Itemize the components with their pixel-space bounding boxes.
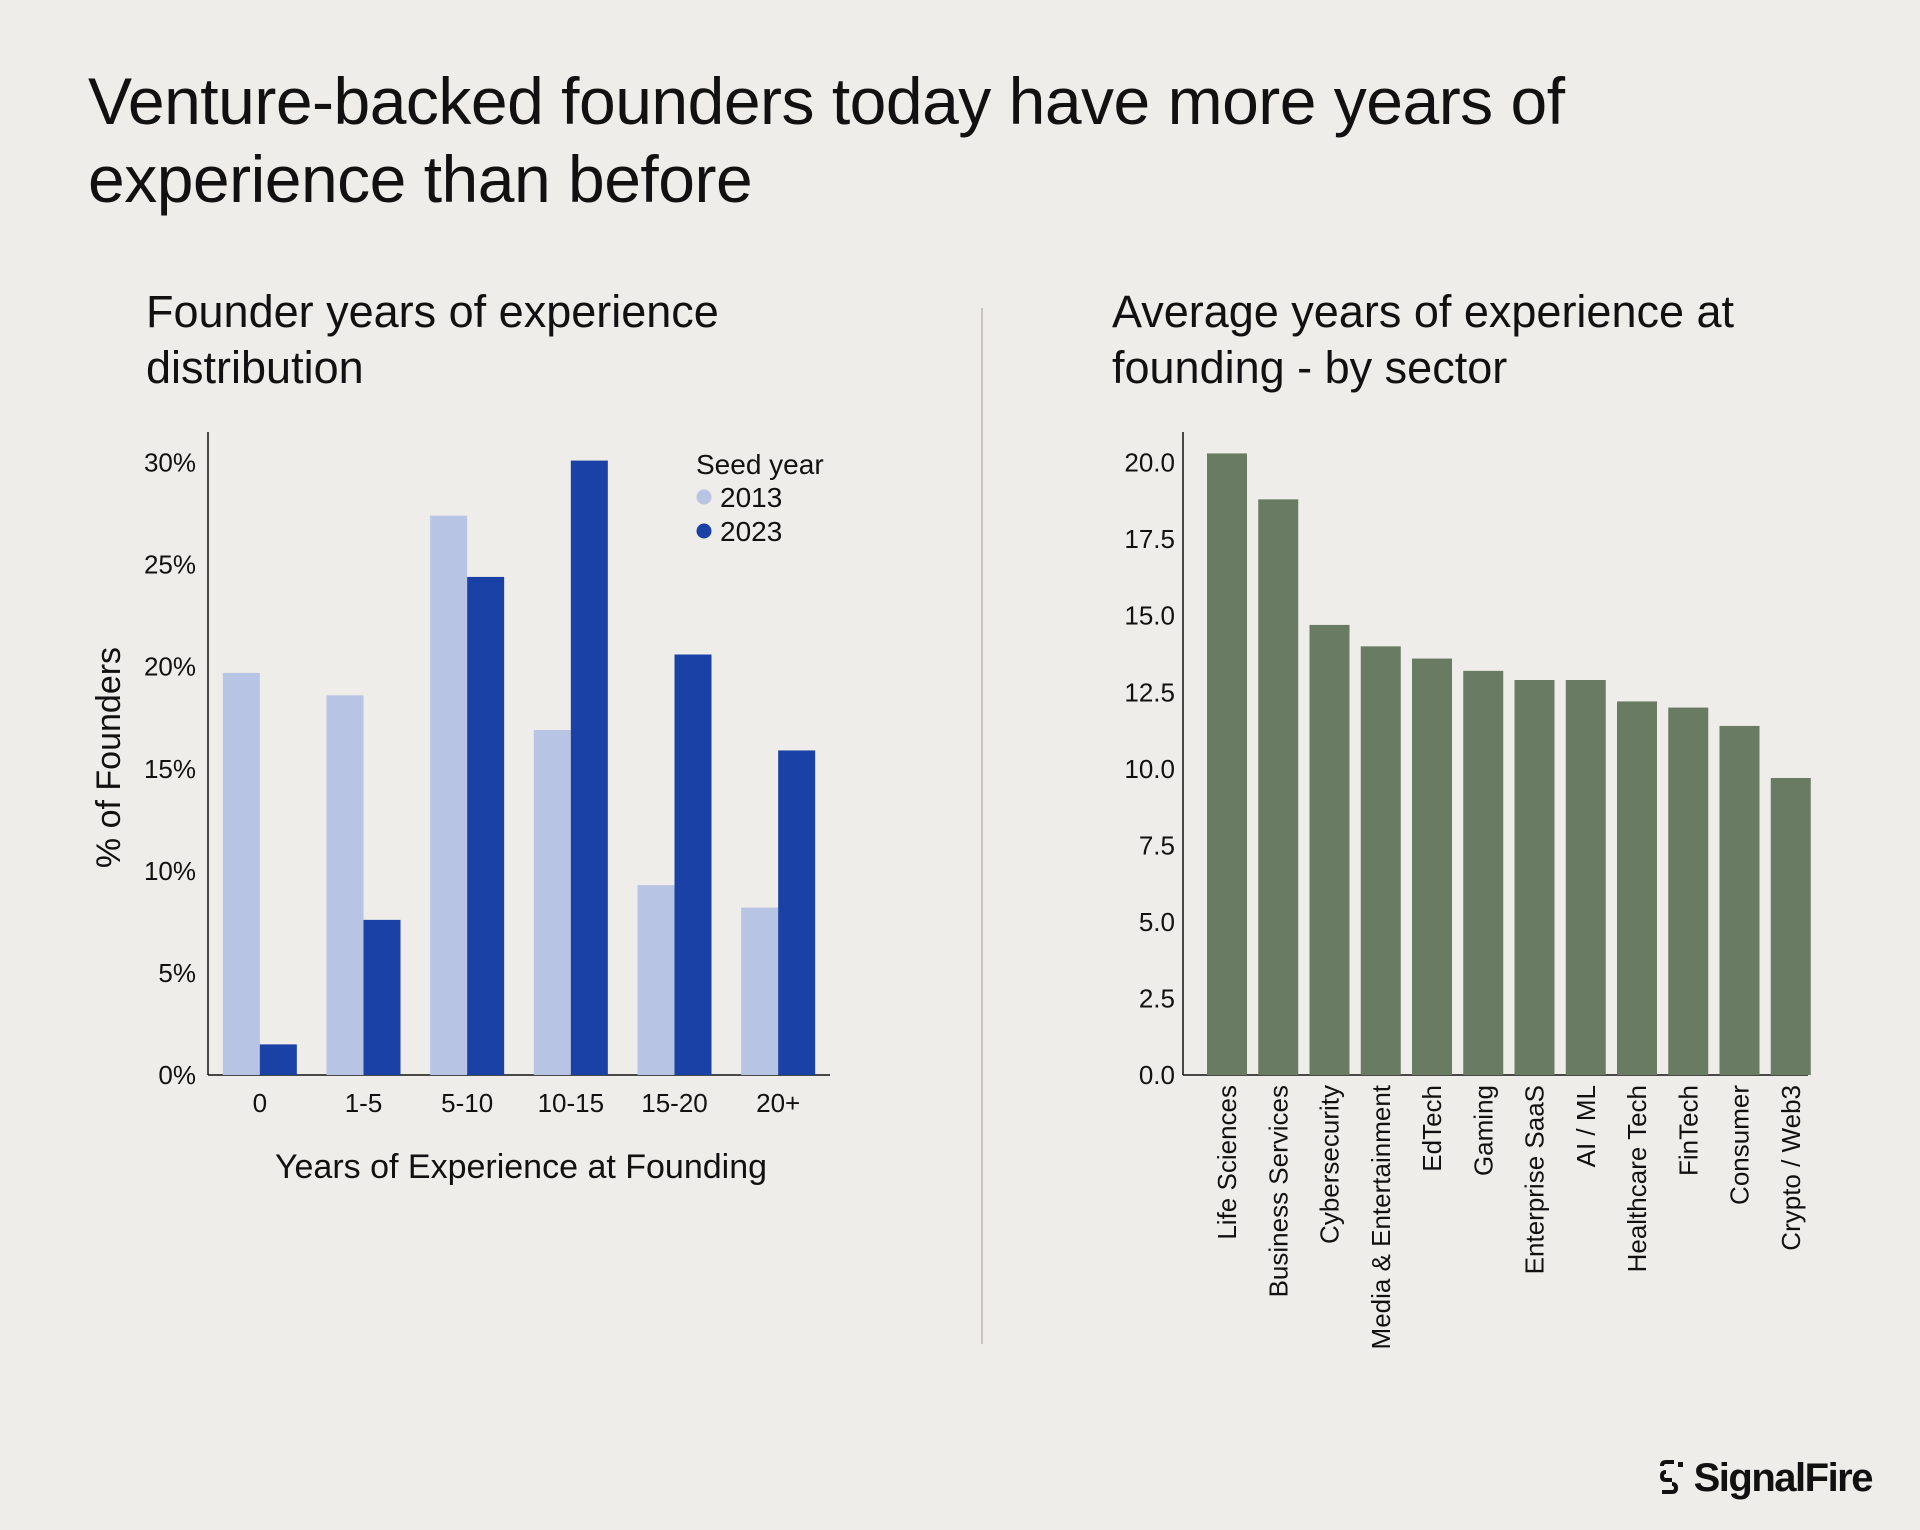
bar-2013-0 [222,672,260,1075]
chart-divider [981,308,983,1344]
x-tick-label: Life Sciences [1212,1085,1242,1240]
x-tick-label: FinTech [1673,1085,1703,1176]
bar-sector [1309,624,1350,1075]
x-axis-title: Years of Experience at Founding [275,1148,767,1186]
right-chart-title: Average years of experience at founding … [1112,286,1735,393]
y-tick-label: 0% [158,1060,196,1090]
y-tick-label: 20.0 [1124,448,1175,478]
x-tick-label: Media & Entertainment [1366,1084,1396,1349]
y-tick-label: 5.0 [1139,907,1175,937]
y-tick-label: 2.5 [1139,983,1175,1013]
bar-sector [1207,453,1247,1075]
y-tick-label: 17.5 [1124,524,1175,554]
brand-name: SignalFire [1693,1455,1874,1500]
page-title: Venture-backed founders today have more … [88,64,1565,216]
bar-sector [1258,499,1299,1075]
y-tick-label: 20% [144,652,196,682]
y-tick-label: 12.5 [1124,677,1175,707]
y-tick-label: 15% [144,754,196,784]
y-tick-label: 5% [158,958,196,988]
x-tick-label: Enterprise SaaS [1520,1085,1550,1274]
x-tick-label: Cybersecurity [1315,1085,1345,1244]
x-tick-label: Consumer [1725,1085,1755,1205]
bar-sector [1463,670,1504,1075]
bar-sector [1668,707,1709,1075]
brand-logo: SignalFire [1658,1454,1874,1502]
bar-2013-5-10 [430,515,468,1075]
x-tick-label: 10-15 [538,1088,605,1118]
x-tick-label: Business Services [1263,1085,1293,1297]
experience-distribution-chart: 0% 5% 10% 15% 20% 25% 30% 0 1-5 5-10 10-15 15-20 20+… [90,432,830,1186]
bar-2013-1-5 [326,695,364,1075]
left-chart-title: Founder years of experience distribution [146,286,719,393]
legend-title: Seed year [696,449,824,480]
bar-2023-10-15 [570,460,608,1076]
bar-2023-0 [259,1044,297,1075]
bar-2013-15-20 [637,885,675,1075]
signalfire-logo-icon [1658,1460,1688,1496]
x-tick-label: Healthcare Tech [1622,1085,1652,1272]
y-tick-label: 0.0 [1139,1060,1175,1090]
legend-label-2023: 2023 [720,516,782,547]
x-tick-label: AI / ML [1571,1085,1601,1167]
bar-sector [1770,777,1811,1075]
y-tick-label: 7.5 [1139,830,1175,860]
y-tick-label: 25% [144,550,196,580]
legend-marker-2013 [696,489,712,505]
y-axis-title: % of Founders [90,647,128,868]
x-tick-label: Crypto / Web3 [1776,1085,1806,1251]
x-tick-label: EdTech [1417,1085,1447,1172]
bar-2013-10-15 [533,730,571,1075]
legend-label-2013: 2013 [720,482,782,513]
bar-2023-20+ [778,750,816,1075]
bar-sector [1360,646,1401,1075]
y-tick-label: 10% [144,856,196,886]
x-tick-label: 0 [253,1088,267,1118]
y-tick-label: 30% [144,448,196,478]
y-tick-label: 10.0 [1124,754,1175,784]
bar-2013-20+ [741,907,779,1075]
bar-sector [1565,680,1606,1075]
y-tick-label: 15.0 [1124,601,1175,631]
bar-sector [1617,701,1657,1075]
legend-marker-2023 [696,523,712,539]
bar-2023-15-20 [674,654,712,1075]
bar-sector [1412,658,1452,1075]
x-tick-label: Gaming [1468,1085,1498,1176]
x-tick-label: 1-5 [345,1088,383,1118]
x-tick-label: 5-10 [441,1088,493,1118]
bar-sector [1719,725,1760,1075]
x-tick-label: 20+ [756,1088,800,1118]
bar-sector [1514,680,1555,1075]
x-tick-label: 15-20 [641,1088,708,1118]
bar-2023-5-10 [467,576,505,1075]
bar-2023-1-5 [363,919,401,1075]
